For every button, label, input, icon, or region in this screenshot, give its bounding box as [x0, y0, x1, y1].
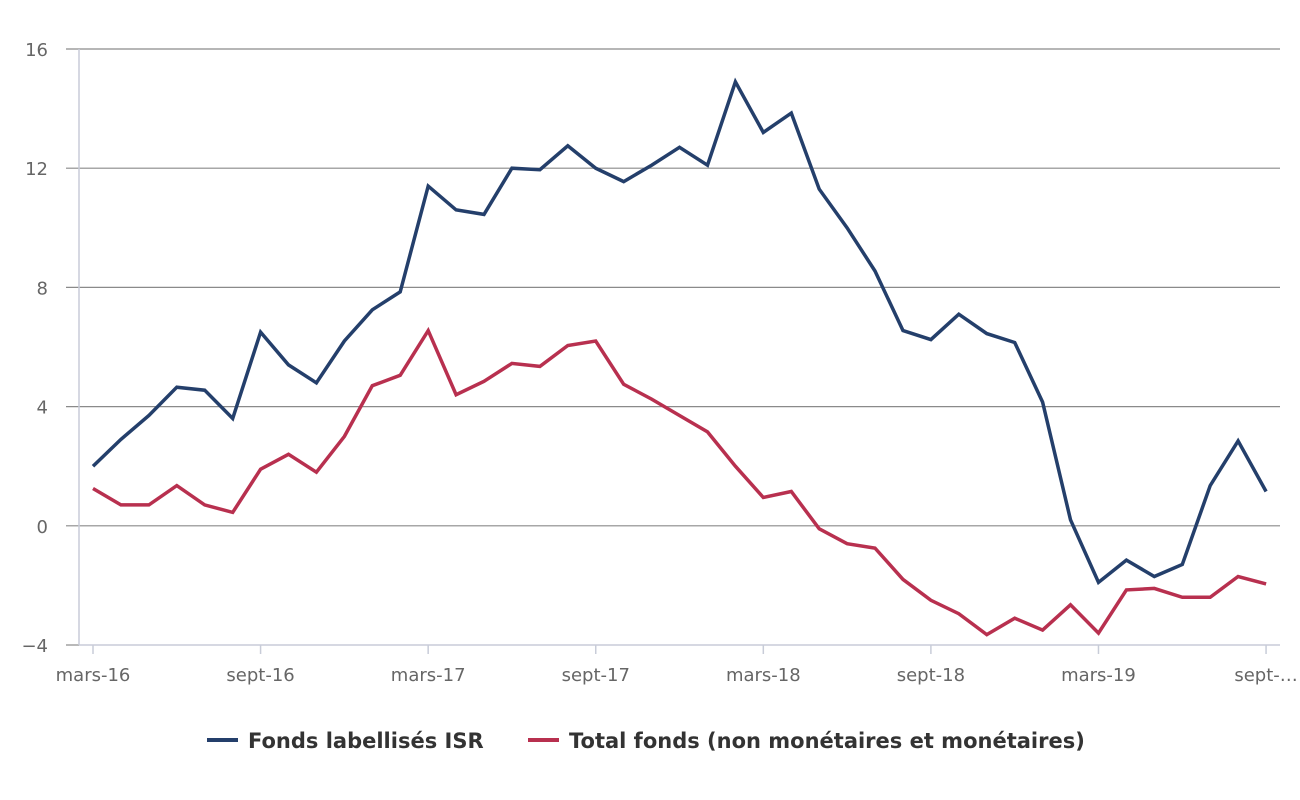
x-tick-label: mars-18	[726, 665, 801, 686]
legend-item-isr[interactable]: Fonds labellisés ISR	[207, 729, 484, 753]
x-tick-label: sept-…	[1234, 665, 1297, 686]
x-tick-label: sept-16	[226, 665, 294, 686]
y-tick-label: 4	[37, 398, 48, 419]
gridlines	[66, 48, 1280, 646]
y-tick-label: −4	[21, 636, 48, 657]
y-tick-label: 8	[37, 278, 48, 299]
legend-label-total: Total fonds (non monétaires et monétaire…	[569, 729, 1085, 753]
series-lines	[91, 77, 1268, 637]
x-tick-label: mars-16	[56, 665, 131, 686]
legend-item-total[interactable]: Total fonds (non monétaires et monétaire…	[528, 729, 1085, 753]
y-axis-ticks: 16 12 8 4 0 −4	[21, 40, 48, 657]
legend-label-isr: Fonds labellisés ISR	[248, 729, 484, 753]
series-line-total	[92, 326, 1267, 637]
y-tick-label: 0	[37, 517, 48, 538]
x-tick-label: mars-19	[1061, 665, 1136, 686]
x-tick-label: sept-18	[897, 665, 965, 686]
x-tick-label: mars-17	[391, 665, 466, 686]
series-line-isr	[91, 77, 1268, 586]
x-tick-label: sept-17	[562, 665, 630, 686]
legend: Fonds labellisés ISR Total fonds (non mo…	[207, 729, 1085, 753]
x-axis-ticks: mars-16 sept-16 mars-17 sept-17 mars-18 sept-…	[56, 645, 1298, 686]
y-tick-label: 12	[25, 159, 48, 180]
y-tick-label: 16	[25, 40, 48, 61]
